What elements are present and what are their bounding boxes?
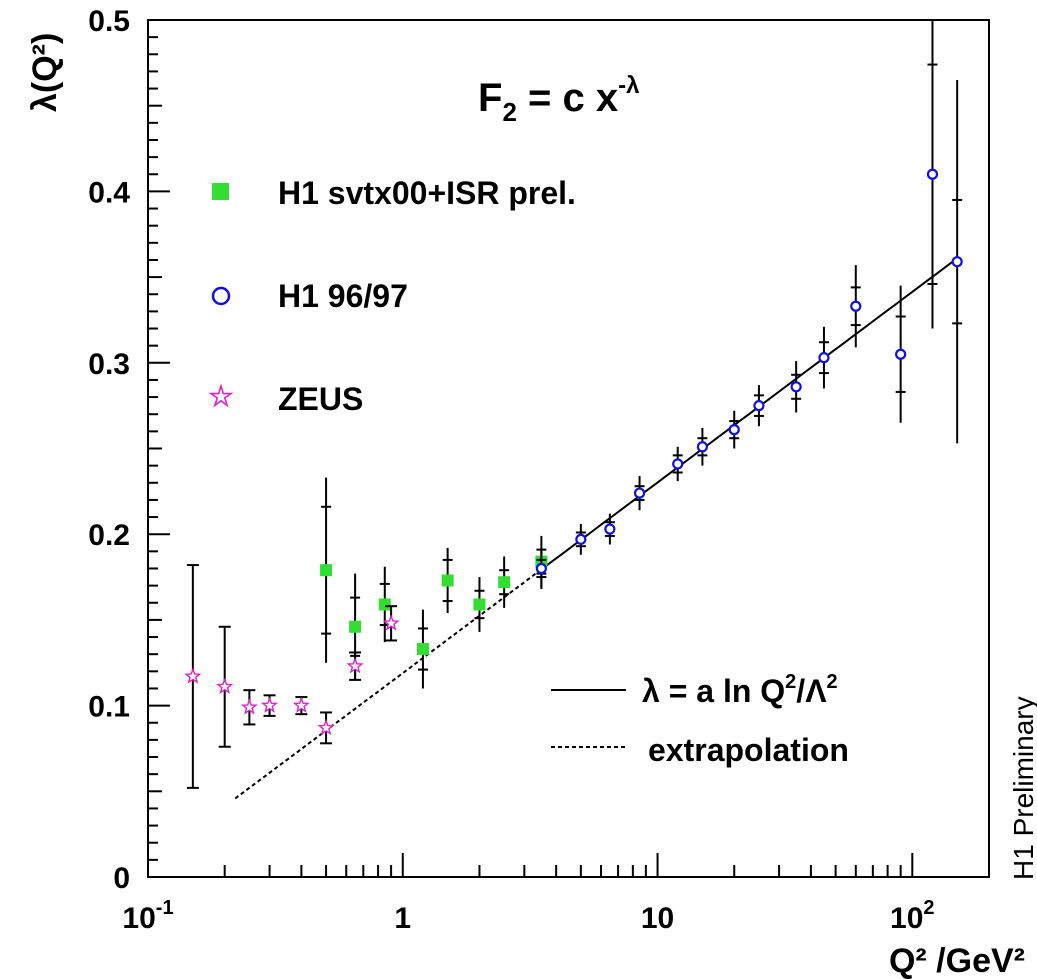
data-point [184,564,202,789]
circle-marker [728,424,740,436]
fit-lines [234,257,958,800]
y-tick-label: 0 [113,862,130,895]
data-points [184,20,963,789]
x-tick-base: 1 [394,902,411,935]
data-point [216,625,234,748]
x-tick-labels: 10-1 1 10 102 [122,897,934,935]
data-point [240,689,258,726]
circle-marker [895,348,907,360]
legend-extrapolation-label: extrapolation [648,732,849,768]
data-point [382,605,400,642]
x-tick-label: 1 [394,902,411,935]
square-marker [320,564,333,577]
y-tick-labels: 0 0.1 0.2 0.3 0.4 0.5 [88,5,130,895]
circle-marker [633,487,646,499]
data-point [346,651,364,681]
data-point [416,609,429,689]
square-marker [378,598,391,611]
data-point [728,410,740,449]
circle-marker [926,168,939,180]
x-tick-base: 10 [890,902,923,935]
fit-line [540,257,958,571]
data-point [378,566,391,643]
data-point [575,523,587,555]
data-point [926,20,939,329]
legend: H1 svtx00+ISR prel. H1 96/97 ZEUS [208,175,576,417]
star-marker [184,667,202,684]
data-point [261,694,279,717]
y-tick-label: 0.2 [88,519,130,552]
data-point [895,285,907,423]
legend-circle-marker [211,286,231,306]
star-marker [261,696,279,713]
star-marker [382,614,400,631]
circle-marker [575,533,587,545]
x-axis-label: Q² /GeV² [889,942,1025,979]
circle-marker [753,400,765,412]
circle-marker [790,381,802,393]
extrapolation-line [234,568,542,800]
legend-label-h1-9697: H1 96/97 [278,278,408,314]
formula-label: F2 = c x-λ [478,72,639,127]
data-point [473,577,486,632]
x-tick-label: 10-1 [122,897,173,935]
data-point [633,475,646,511]
square-marker [441,574,454,587]
data-point [441,547,454,614]
y-tick-label: 0.4 [88,176,130,209]
data-point [951,79,963,444]
data-point [790,361,802,413]
x-tick-label: 10 [641,902,674,935]
circle-marker [604,523,616,535]
x-tick-base: 10 [641,902,674,935]
legend-label-h1-svtx: H1 svtx00+ISR prel. [278,175,576,211]
square-marker [349,620,362,633]
star-marker [216,677,234,695]
circle-marker [951,256,963,268]
data-point [850,265,862,348]
data-point [292,696,310,716]
square-marker [498,576,511,589]
y-tick-label: 0.1 [88,691,130,724]
circle-marker [696,441,709,453]
data-point [535,547,547,590]
x-tick-label: 102 [890,897,935,935]
square-marker [473,598,486,611]
y-tick-label: 0.5 [88,5,130,38]
legend-star-marker [208,383,234,408]
data-point [753,385,765,427]
data-point [672,446,684,482]
legend-fit-label: λ = a ln Q2/Λ2 [642,671,838,709]
square-marker [416,643,429,656]
data-point [818,326,830,389]
data-point [498,556,511,608]
y-axis-label: λ(Q²) [26,33,64,112]
line-legend: λ = a ln Q2/Λ2 extrapolation [551,671,849,768]
h1-preliminary-label: H1 Preliminary [1008,696,1037,880]
star-marker [292,696,310,713]
star-marker [240,698,258,715]
circle-marker [535,562,547,575]
circle-marker [850,300,862,312]
x-tick-base: 10 [122,902,155,935]
legend-label-zeus: ZEUS [278,381,363,417]
star-marker [346,657,364,674]
x-tick-exponent: -1 [156,897,174,919]
y-tick-label: 0.3 [88,348,130,381]
plot-frame [147,19,990,878]
legend-square-marker [212,183,229,200]
data-point [320,477,333,663]
axis-ticks [147,19,990,878]
data-point [317,711,335,745]
x-tick-exponent: 2 [923,897,934,919]
circle-marker [672,458,684,470]
circle-marker [818,352,830,364]
data-point [696,427,709,466]
data-point [604,513,616,545]
star-marker [317,718,335,736]
